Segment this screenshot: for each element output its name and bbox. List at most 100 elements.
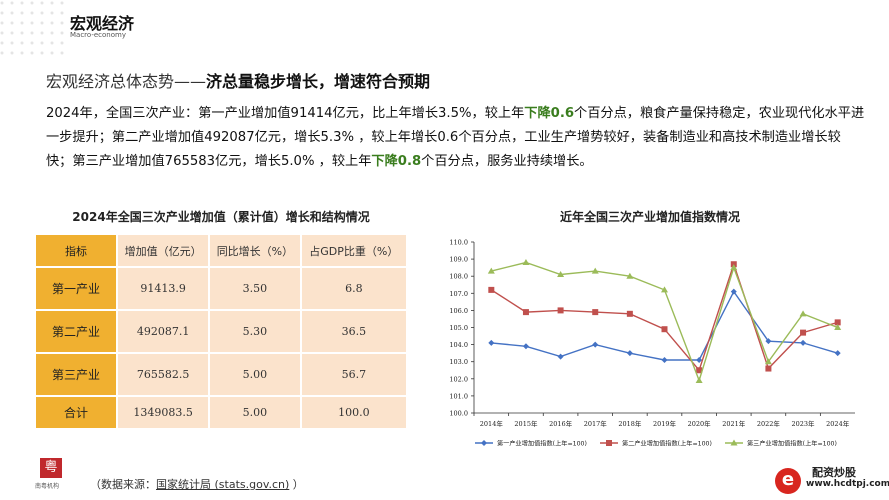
cell: 1349083.5 [118,397,209,428]
cell: 合计 [36,397,116,428]
header-cell: 占GDP比重（%） [301,235,406,266]
cell: 91413.9 [118,268,209,309]
cell: 5.30 [210,311,300,352]
cell: 第三产业 [36,354,116,395]
header-cell: 指标 [36,235,116,266]
org-logo: 粤 [40,458,62,478]
cell: 3.50 [210,268,300,309]
header-cell: 同比增长（%） [210,235,300,266]
legend-marker [730,439,738,446]
cell: 56.7 [301,354,406,395]
cell: 492087.1 [118,311,209,352]
data-point [626,350,633,357]
cell: 5.00 [210,397,300,428]
x-tick-label: 2023年 [792,419,816,428]
data-point [696,367,703,374]
data-point [834,319,841,326]
x-tick-label: 2014年 [480,419,504,428]
y-tick-label: 102.0 [449,375,468,383]
org-name: 南粤机构 [35,483,60,490]
source-suffix: ） [289,478,304,491]
data-point [557,353,564,360]
table-title: 2024年全国三次产业增加值（累计值）增长和结构情况 [72,210,370,224]
legend-marker [606,440,612,446]
highlight: 下降0.6 [524,106,575,121]
data-point [626,272,634,279]
y-tick-label: 101.0 [449,392,468,400]
legend-label: 第一产业增加值指数(上年=100) [497,440,587,448]
y-tick-label: 109.0 [449,256,468,264]
data-point [522,309,529,316]
x-tick-label: 2021年 [722,419,746,428]
data-point [765,365,772,372]
y-tick-label: 100.0 [449,410,468,418]
x-tick-label: 2018年 [618,419,642,428]
data-point [488,339,495,346]
data-point [695,377,703,384]
data-point [764,358,772,365]
x-tick-label: 2019年 [653,419,677,428]
data-point [661,356,668,363]
x-tick-label: 2016年 [549,419,573,428]
cell: 第二产业 [36,311,116,352]
headline: 宏观经济总体态势——济总量稳步增长，增速符合预期 [46,68,430,92]
data-point [834,324,842,330]
data-point [730,288,737,295]
y-tick-label: 105.0 [449,324,468,332]
source-link[interactable]: 国家统计局 (stats.gov.cn) [156,478,290,491]
y-tick-label: 103.0 [449,358,468,366]
cell: 100.0 [301,397,406,428]
text: 个百分点，服务业持续增长。 [421,154,593,169]
legend-label: 第二产业增加值指数(上年=100) [622,440,712,448]
chart-title: 近年全国三次产业增加值指数情况 [559,210,740,224]
data-point [522,343,529,350]
y-tick-label: 107.0 [449,290,468,298]
header-cell: 增加值（亿元） [118,235,209,266]
data-point [626,310,633,317]
data-source: （数据来源：国家统计局 (stats.gov.cn) ） [90,476,304,492]
x-tick-label: 2020年 [688,419,712,428]
cell: 765582.5 [118,354,209,395]
watermark-url: www.hcdtpj.com [806,479,889,489]
x-tick-label: 2022年 [757,419,781,428]
table-row: 第三产业 765582.5 5.00 56.7 [36,354,406,395]
data-point [488,286,495,293]
x-tick-label: 2015年 [514,419,538,428]
text: 个百分点，粮食产量保持稳定，农业现代化水平进一步提升；第二产业增加值492087… [46,106,865,169]
cell: 第一产业 [36,268,116,309]
section-title: 宏观经济 [70,14,135,33]
legend-label: 第三产业增加值指数(上年=100) [747,440,837,448]
table-row: 第一产业 91413.9 3.50 6.8 [36,268,406,309]
data-point [661,286,668,293]
x-tick-label: 2024年 [826,419,850,428]
summary-paragraph: 2024年，全国三次产业：第一产业增加值91414亿元，比上年增长3.5%，较上… [46,102,866,174]
headline-main: 济总量稳步增长，增速符合预期 [206,72,431,91]
data-point [834,350,841,357]
highlight: 下降0.8 [371,154,422,169]
y-tick-label: 106.0 [449,307,468,315]
x-tick-label: 2017年 [584,419,608,428]
table-header: 指标 增加值（亿元） 同比增长（%） 占GDP比重（%） [36,235,406,266]
data-point [557,270,565,277]
y-tick-label: 110.0 [449,239,468,247]
table-row: 第二产业 492087.1 5.30 36.5 [36,311,406,352]
data-point [765,338,772,345]
network-decoration [0,0,70,60]
series-line-2 [490,261,838,372]
cell: 36.5 [301,311,406,352]
section-subtitle: Macro-economy [70,31,126,39]
data-point [800,339,807,346]
legend-marker [481,440,487,446]
data-point [799,310,807,317]
cell: 6.8 [301,268,406,309]
table-row-total: 合计 1349083.5 5.00 100.0 [36,397,406,428]
data-point [522,259,530,266]
cell: 5.00 [210,354,300,395]
data-point [661,326,668,333]
y-tick-label: 104.0 [449,341,468,349]
data-point [557,307,564,314]
y-tick-label: 108.0 [449,273,468,281]
watermark-name: 配资炒股 [812,466,856,479]
data-point [592,309,599,316]
